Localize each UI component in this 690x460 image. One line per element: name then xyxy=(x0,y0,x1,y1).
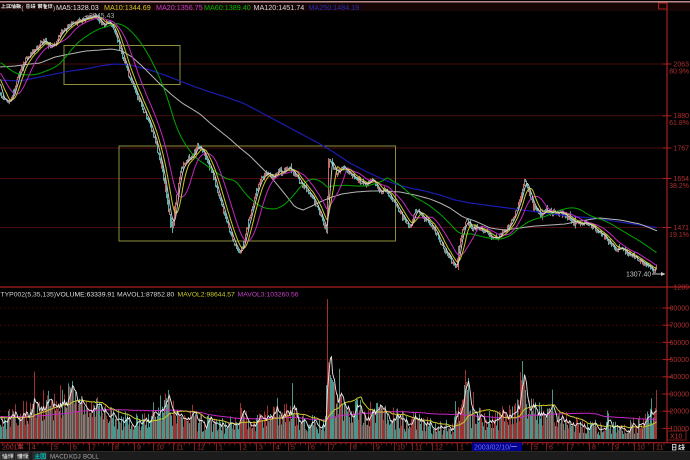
svg-text:7: 7 xyxy=(92,445,96,452)
svg-text:5: 5 xyxy=(534,445,538,452)
svg-text:80.9%: 80.9% xyxy=(669,68,689,75)
svg-text:10000: 10000 xyxy=(670,426,690,433)
svg-text:2001: 2001 xyxy=(2,445,18,452)
svg-text:MAVOL3:103260.56: MAVOL3:103260.56 xyxy=(238,292,299,299)
svg-text:3: 3 xyxy=(259,445,263,452)
svg-text:2003/02/10/: 2003/02/10/ xyxy=(474,445,511,452)
svg-text:11: 11 xyxy=(415,445,422,452)
svg-text:MA60:1389.40: MA60:1389.40 xyxy=(204,3,251,12)
svg-text:8: 8 xyxy=(353,445,357,452)
svg-text:19.1%: 19.1% xyxy=(669,232,689,239)
svg-text:7: 7 xyxy=(331,445,335,452)
svg-text:1767: 1767 xyxy=(673,145,689,152)
svg-text:9: 9 xyxy=(137,445,141,452)
svg-text:(: ( xyxy=(21,5,24,12)
svg-text:X10: X10 xyxy=(670,434,683,441)
svg-text:8: 8 xyxy=(115,445,119,452)
svg-text:60000: 60000 xyxy=(670,340,690,347)
svg-text:1: 1 xyxy=(219,445,223,452)
svg-text:40000: 40000 xyxy=(670,374,690,381)
svg-text:80000: 80000 xyxy=(670,305,690,312)
svg-text:2: 2 xyxy=(243,445,247,452)
svg-text:MA120:1451.74: MA120:1451.74 xyxy=(254,3,305,12)
svg-text:20000: 20000 xyxy=(670,409,690,416)
svg-text:BOLL: BOLL xyxy=(83,454,99,460)
svg-text:1: 1 xyxy=(460,445,464,452)
svg-text:4: 4 xyxy=(276,445,280,452)
svg-text:1880: 1880 xyxy=(673,113,689,120)
svg-text:6: 6 xyxy=(311,445,315,452)
svg-text:MAVOL2:98644.57: MAVOL2:98644.57 xyxy=(178,292,236,299)
svg-text:1307.40: 1307.40 xyxy=(626,272,651,279)
svg-text:7: 7 xyxy=(570,445,574,452)
svg-text:38.2%: 38.2% xyxy=(669,183,689,190)
svg-text:KDJ: KDJ xyxy=(69,454,81,460)
svg-text:12: 12 xyxy=(197,445,205,452)
svg-text:11: 11 xyxy=(656,445,663,452)
svg-text:5: 5 xyxy=(291,445,295,452)
svg-text:VOLUME:63339.91: VOLUME:63339.91 xyxy=(56,292,115,299)
svg-text:9: 9 xyxy=(615,445,619,452)
svg-text:11: 11 xyxy=(176,445,183,452)
svg-text:MA250:1484.19: MA250:1484.19 xyxy=(309,3,360,12)
svg-text:5: 5 xyxy=(54,445,58,452)
svg-text:2245.43: 2245.43 xyxy=(89,13,114,20)
svg-text:9: 9 xyxy=(376,445,380,452)
svg-text:50000: 50000 xyxy=(670,357,690,364)
svg-text:10: 10 xyxy=(156,445,164,452)
svg-text:70000: 70000 xyxy=(670,323,690,330)
svg-text:TYP002(5,35,135): TYP002(5,35,135) xyxy=(1,292,57,299)
svg-text:MAVOL1:87852.80: MAVOL1:87852.80 xyxy=(117,292,175,299)
svg-text:MACD: MACD xyxy=(50,454,69,460)
svg-text:1289: 1289 xyxy=(673,285,689,292)
svg-text:MA20:1356.75: MA20:1356.75 xyxy=(156,3,203,12)
svg-text:8: 8 xyxy=(592,445,596,452)
svg-text:): ) xyxy=(53,5,55,12)
svg-text:61.8%: 61.8% xyxy=(669,120,689,127)
svg-text:1471: 1471 xyxy=(673,225,689,232)
svg-text:10: 10 xyxy=(637,445,645,452)
svg-text:6: 6 xyxy=(549,445,553,452)
svg-text:10: 10 xyxy=(397,445,405,452)
svg-text:4: 4 xyxy=(32,445,36,452)
svg-text:1654: 1654 xyxy=(673,176,689,183)
svg-text:30000: 30000 xyxy=(670,391,690,398)
svg-text:MA10:1344.69: MA10:1344.69 xyxy=(104,3,151,12)
svg-text:6: 6 xyxy=(73,445,77,452)
svg-text:MA5:1328.03: MA5:1328.03 xyxy=(56,3,99,12)
svg-text:12: 12 xyxy=(435,445,443,452)
svg-text:2063: 2063 xyxy=(673,61,689,68)
